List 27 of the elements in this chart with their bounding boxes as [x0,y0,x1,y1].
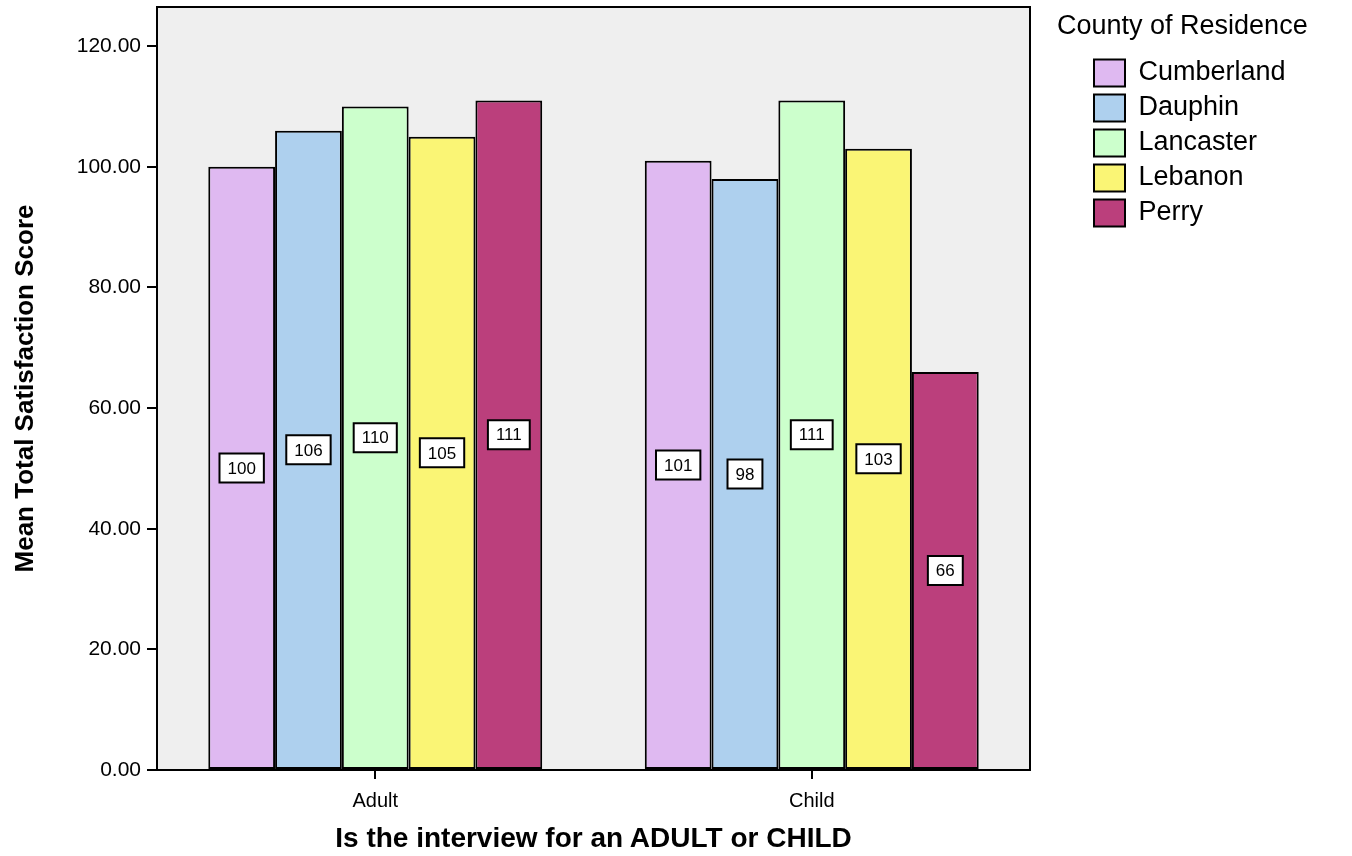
y-tick-label: 60.00 [88,394,141,418]
legend-label: Lebanon [1138,161,1244,192]
data-label: 111 [798,425,825,445]
y-tick-label: 40.00 [88,515,141,539]
x-tick-label: Adult [352,788,399,811]
data-label: 98 [735,464,755,484]
legend-label: Dauphin [1138,91,1240,122]
y-axis-title: Mean Total Satisfaction Score [8,204,39,573]
x-axis-title: Is the interview for an ADULT or CHILD [335,821,852,853]
data-label: 103 [864,449,893,469]
legend-label: Perry [1138,196,1204,227]
data-label: 101 [663,455,693,475]
data-label: 66 [935,561,955,581]
legend-label: Lancaster [1138,126,1258,157]
data-label: 111 [495,425,522,445]
data-label: 105 [427,443,457,463]
y-tick-label: 80.00 [88,274,141,298]
legend-title: County of Residence [1057,9,1308,40]
data-label: 110 [361,428,389,448]
y-tick-label: 0.00 [100,756,141,780]
y-tick-label: 20.00 [88,636,141,660]
data-label: 100 [227,458,256,478]
y-tick-label: 120.00 [76,33,141,56]
x-tick-label: Child [788,788,835,811]
y-tick-label: 100.00 [76,153,141,177]
legend-label: Cumberland [1138,56,1286,87]
data-label: 106 [294,440,323,460]
